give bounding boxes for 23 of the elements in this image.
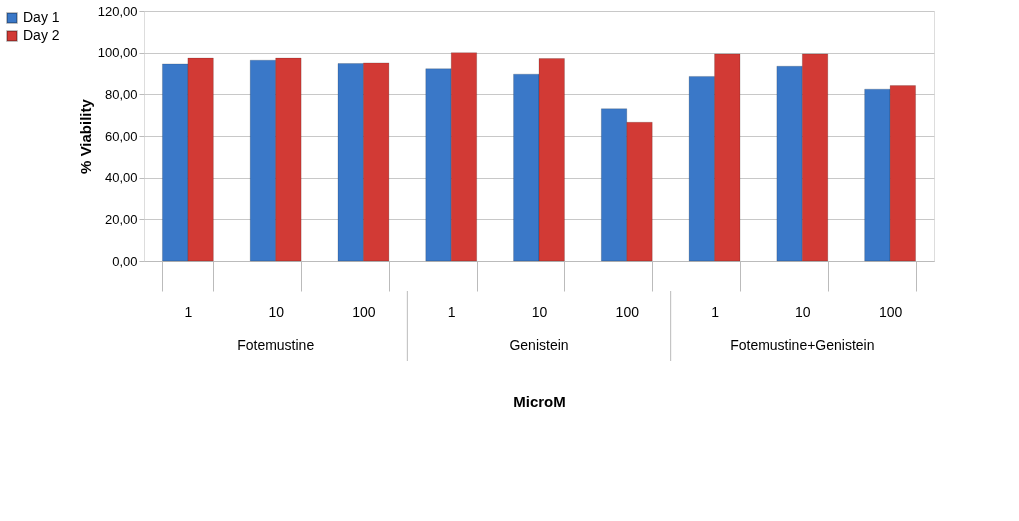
- x-tick-label: 10: [795, 303, 811, 320]
- x-tick-label: 100: [615, 303, 640, 320]
- x-tick-label: 1: [184, 303, 193, 320]
- y-tick-label: 120,00: [97, 3, 138, 19]
- y-tick-label: 20,00: [104, 211, 138, 227]
- text: Fotemustine: [237, 337, 315, 353]
- x-tick-label: 1: [711, 303, 720, 320]
- y-tick-label: 0,00: [112, 253, 138, 269]
- y-tick-label: 80,00: [104, 86, 138, 102]
- x-tick-label: 100: [352, 303, 376, 320]
- text: Fotemustine+Genistein: [730, 337, 875, 353]
- y-tick-label: 100,00: [97, 45, 138, 61]
- x-tick-label: 10: [268, 303, 285, 320]
- legend-label: Day 1: [23, 9, 60, 25]
- y-tick-label: 60,00: [104, 128, 138, 144]
- legend-label: Day 2: [23, 27, 60, 43]
- text: Genistein: [509, 337, 569, 353]
- y-axis-title: % Viability: [76, 98, 94, 174]
- x-tick-label: 100: [878, 303, 903, 320]
- x-tick-label: 1: [447, 303, 456, 320]
- x-tick-label: 10: [531, 303, 548, 320]
- x-axis-title: MicroM: [513, 392, 566, 410]
- y-tick-label: 40,00: [104, 170, 138, 186]
